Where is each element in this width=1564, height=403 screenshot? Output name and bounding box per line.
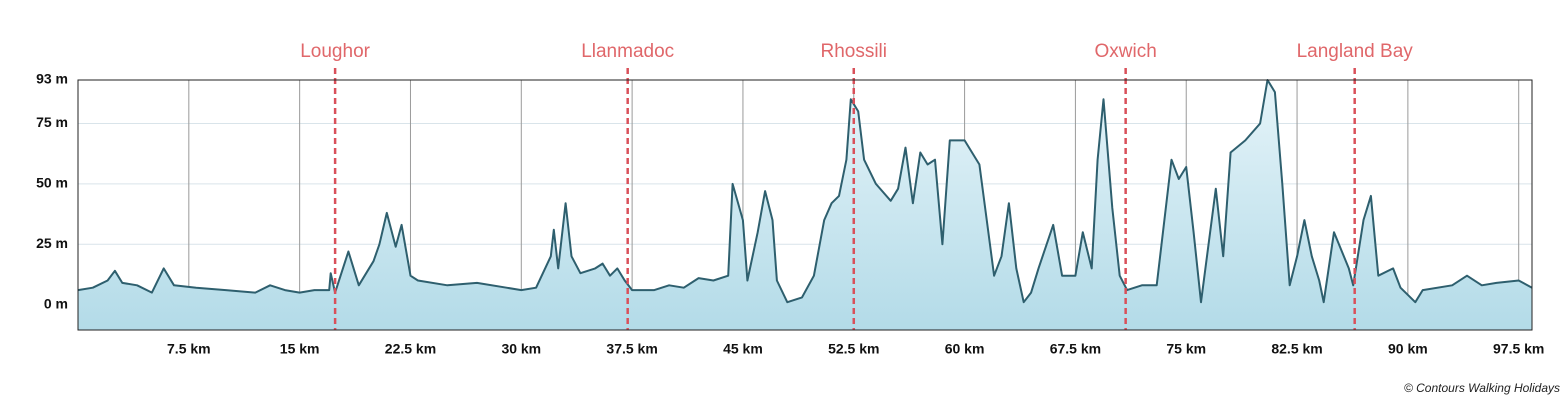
place-label: Rhossili	[820, 41, 887, 62]
elevation-line	[77, 79, 1533, 304]
x-tick-label: 67.5 km	[1050, 341, 1101, 357]
x-tick-label: 82.5 km	[1271, 341, 1322, 357]
x-tick-label: 30 km	[501, 341, 541, 357]
y-tick-label: 0 m	[44, 295, 68, 311]
x-tick-label: 15 km	[280, 341, 320, 357]
y-tick-label: 93 m	[36, 71, 68, 87]
place-label: Llanmadoc	[581, 41, 674, 62]
x-tick-label: 97.5 km	[1493, 341, 1544, 357]
x-tick-label: 22.5 km	[385, 341, 436, 357]
y-tick-label: 25 m	[36, 235, 68, 251]
x-tick-label: 60 km	[945, 341, 985, 357]
x-tick-label: 7.5 km	[167, 341, 211, 357]
elevation-area	[78, 80, 1532, 330]
place-label: Langland Bay	[1297, 41, 1414, 62]
x-tick-label: 52.5 km	[828, 341, 879, 357]
x-tick-label: 37.5 km	[606, 341, 657, 357]
y-tick-label: 50 m	[36, 175, 68, 191]
x-tick-label: 75 km	[1166, 341, 1206, 357]
x-tick-label: 45 km	[723, 341, 763, 357]
place-label: Loughor	[300, 41, 370, 62]
y-tick-label: 75 m	[36, 114, 68, 130]
place-label: Oxwich	[1094, 41, 1156, 62]
x-tick-label: 90 km	[1388, 341, 1428, 357]
credit: © Contours Walking Holidays	[1404, 381, 1560, 395]
plot-area	[77, 79, 1533, 331]
